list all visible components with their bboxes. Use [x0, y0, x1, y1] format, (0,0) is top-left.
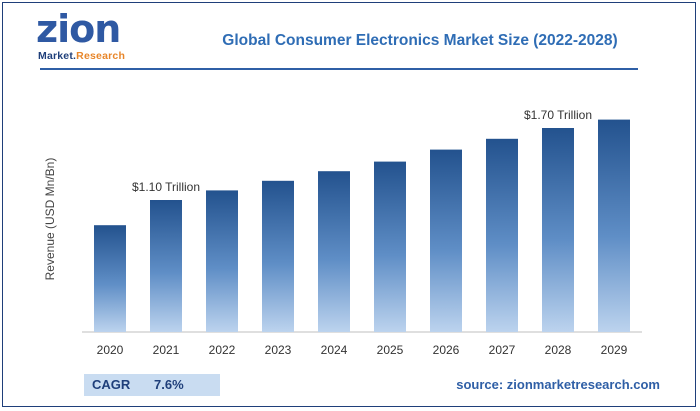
bar-2022 [206, 190, 238, 332]
x-tick-label-2023: 2023 [265, 343, 292, 357]
x-tick-label-2025: 2025 [377, 343, 404, 357]
cagr-box: CAGR 7.6% [84, 374, 220, 396]
bar-2029 [598, 119, 630, 332]
bar-2026 [430, 149, 462, 332]
source-link[interactable]: source: zionmarketresearch.com [456, 377, 660, 392]
chart-title: Global Consumer Electronics Market Size … [222, 32, 618, 49]
x-tick-label-2021: 2021 [153, 343, 180, 357]
x-tick-label-2027: 2027 [489, 343, 516, 357]
bar-2023 [262, 180, 294, 332]
x-tick-label-2029: 2029 [601, 343, 628, 357]
cagr-label: CAGR [92, 377, 131, 392]
bar-2025 [374, 161, 406, 332]
x-tick-label-2028: 2028 [545, 343, 572, 357]
bar-2020 [94, 225, 126, 332]
x-tick-label-2024: 2024 [321, 343, 348, 357]
data-label-2028: $1.70 Trillion [524, 108, 592, 122]
bar-2028 [542, 128, 574, 332]
cagr-value: 7.6% [154, 377, 184, 392]
logo-wordmark: zion [36, 7, 121, 51]
logo-sub-right: Research [76, 50, 126, 62]
bar-2027 [486, 138, 518, 332]
x-tick-label-2022: 2022 [209, 343, 236, 357]
zion-logo: zion Market.Research [36, 10, 146, 62]
data-label-2021: $1.10 Trillion [132, 180, 200, 194]
x-tick-label-2020: 2020 [97, 343, 124, 357]
bar-2021 [150, 200, 182, 332]
logo-subtext: Market.Research [38, 50, 125, 62]
x-tick-label-2026: 2026 [433, 343, 460, 357]
title-divider [40, 68, 638, 70]
bar-2024 [318, 171, 350, 332]
logo-sub-left: Market. [38, 50, 77, 62]
